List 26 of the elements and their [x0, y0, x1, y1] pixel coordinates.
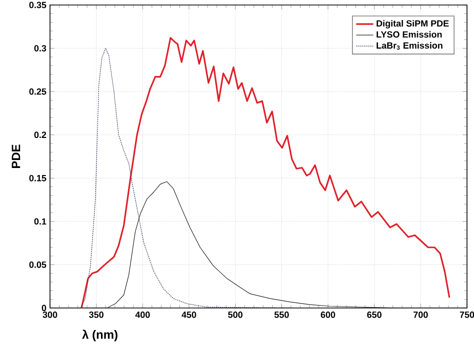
x-tick-label: 700 — [414, 312, 428, 318]
x-tick-label: 750 — [460, 312, 474, 318]
y-tick-label: 0.2 — [34, 132, 46, 138]
y-tick-label: 0.15 — [29, 174, 46, 182]
y-tick-label: 0.1 — [34, 218, 46, 225]
legend-label: Digital SiPM PDE — [376, 20, 449, 28]
y-tick-label: 0.3 — [34, 45, 46, 52]
x-tick-label: 450 — [182, 312, 196, 318]
y-tick-label: 0.35 — [29, 2, 46, 8]
x-tick-label: 400 — [135, 312, 150, 318]
x-tick-label: 350 — [89, 312, 104, 318]
y-axis-title: PDE — [12, 144, 20, 168]
y-tick-label: 0 — [42, 304, 46, 312]
x-axis-title: λ (nm) — [82, 330, 118, 342]
line-series — [50, 48, 328, 308]
x-tick-label: 650 — [367, 312, 382, 318]
x-tick-label: 550 — [274, 312, 289, 318]
y-tick-label: 0.05 — [29, 262, 46, 268]
legend-label: LaBr$_{3}$ Emission — [376, 42, 442, 50]
y-tick-label: 0.25 — [29, 88, 46, 95]
line-series — [50, 181, 467, 308]
x-tick-label: 500 — [228, 312, 242, 318]
x-tick-label: 600 — [320, 312, 336, 318]
legend-label: LYSO Emission — [376, 31, 442, 38]
x-tick-label: 300 — [42, 312, 58, 318]
line-series — [80, 37, 450, 308]
